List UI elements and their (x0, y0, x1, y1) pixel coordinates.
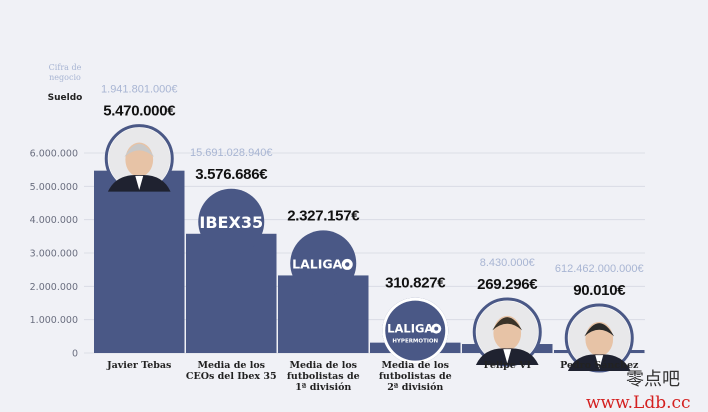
salary-labels: 5.470.000€ 3.576.686€ 2.327.157€ 310.827€ 26… (103, 103, 626, 299)
ibex35-logo: IBEX35 (198, 188, 265, 255)
salary-label: 310.827€ (385, 275, 446, 292)
category-label: Media de los (197, 360, 265, 371)
watermark-chinese: 零点吧 (626, 369, 680, 390)
bar (94, 170, 185, 353)
laliga-logo: LALIGA (290, 230, 357, 297)
y-tick-label: 4.000.000 (30, 215, 78, 226)
category-label: 1ª división (295, 382, 351, 393)
watermark-url: www.Ldb.cc (586, 393, 691, 412)
category-label: Media de los (289, 360, 357, 371)
category-label: 2ª división (387, 382, 443, 393)
category-label: CEOs del Ibex 35 (186, 371, 277, 382)
salary-label: 269.296€ (477, 276, 538, 293)
salary-label: 90.010€ (573, 282, 626, 299)
category-label: futbolistas de (287, 371, 360, 382)
y-tick-label: 5.000.000 (30, 182, 78, 193)
salary-label: 3.576.686€ (195, 166, 268, 183)
ibex35-logo-text: IBEX35 (199, 213, 263, 232)
revenue-labels: 1.941.801.000€ 15.691.028.940€ 8.430.000€ 6… (101, 84, 644, 275)
laliga-logo-text: LALIGA (387, 322, 433, 336)
y-axis: 6.000.000 5.000.000 4.000.000 3.000.000 2.00… (30, 149, 78, 360)
portrait-icon (104, 124, 174, 194)
laliga-logo-text: LALIGA (292, 256, 343, 271)
revenue-label: 15.691.028.940€ (190, 147, 273, 159)
bar-icons: IBEX35 LALIGA LALIGA HYPERMOTION (104, 124, 634, 373)
y-tick-label: 3.000.000 (30, 249, 78, 260)
laliga-hypermotion-logo: LALIGA HYPERMOTION (382, 297, 449, 364)
legend-revenue-label-line2: negocio (49, 73, 81, 82)
revenue-label: 8.430.000€ (480, 257, 535, 269)
legend-salary-label: Sueldo (48, 93, 83, 103)
category-label: Pedro Sánchez (560, 360, 639, 371)
salary-label: 5.470.000€ (103, 103, 176, 120)
revenue-label: 612.462.000.000€ (555, 263, 644, 275)
legend-revenue-label: Cifra de (49, 63, 82, 72)
portrait-icon (564, 303, 634, 373)
portrait-icon (472, 297, 542, 367)
y-tick-label: 0 (72, 349, 78, 360)
y-tick-label: 6.000.000 (30, 149, 78, 160)
bars (94, 170, 645, 353)
legend: Cifra de negocio Sueldo (48, 63, 83, 103)
salary-label: 2.327.157€ (287, 207, 360, 224)
revenue-label: 1.941.801.000€ (101, 84, 177, 96)
category-label: futbolistas de (379, 371, 452, 382)
watermark: 零点吧 www.Ldb.cc (586, 369, 691, 412)
y-tick-label: 1.000.000 (30, 315, 78, 326)
hypermotion-logo-text: HYPERMOTION (392, 339, 438, 345)
category-label: Javier Tebas (106, 360, 171, 371)
category-label: Media de los (381, 360, 449, 371)
y-tick-label: 2.000.000 (30, 282, 78, 293)
category-label: Felipe VI (484, 360, 532, 371)
